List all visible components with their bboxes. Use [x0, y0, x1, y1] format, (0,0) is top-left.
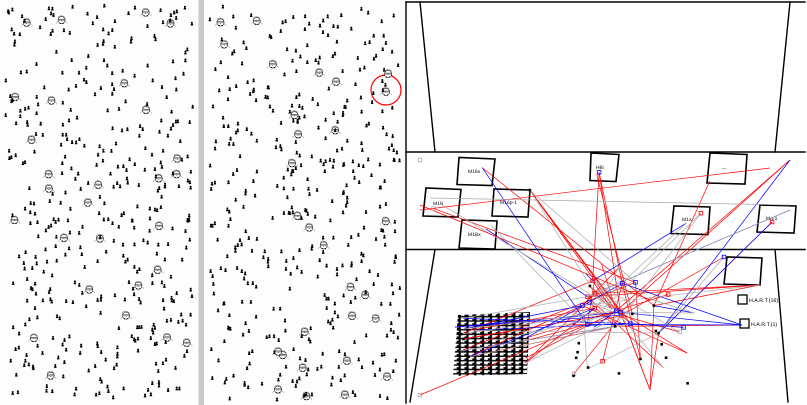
svg-text:M16p-1: M16p-1 — [500, 200, 517, 206]
svg-text:H.A.R.T.(16): H.A.R.T.(16) — [749, 298, 778, 304]
svg-text:H.A.R.T.(1): H.A.R.T.(1) — [751, 322, 777, 328]
svg-text:M1B: M1B — [433, 201, 444, 207]
svg-text:M16x: M16x — [468, 169, 481, 175]
svg-text:M1x: M1x — [682, 217, 692, 223]
svg-text:Mq-1: Mq-1 — [766, 216, 778, 222]
svg-text:M1Bx: M1Bx — [468, 232, 481, 238]
svg-text:—: — — [722, 166, 727, 171]
